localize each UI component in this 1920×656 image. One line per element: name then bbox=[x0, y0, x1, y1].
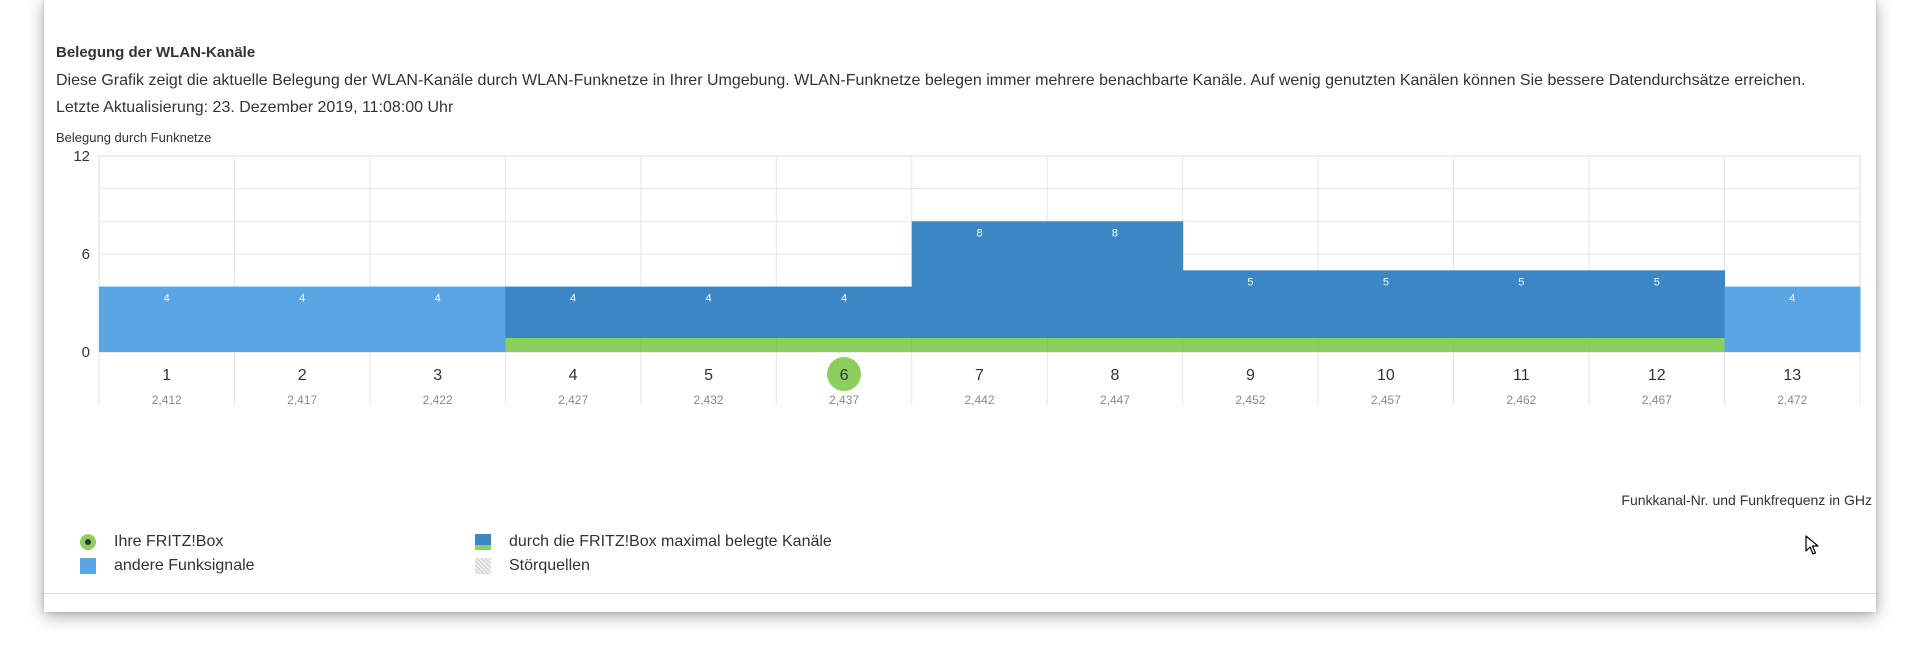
frequency-label: 2,447 bbox=[1100, 393, 1130, 407]
bar-channel-3 bbox=[369, 286, 506, 352]
frequency-label: 2,452 bbox=[1235, 393, 1265, 407]
frequency-label: 2,467 bbox=[1642, 393, 1672, 407]
legend-other: andere Funksignale bbox=[80, 557, 255, 575]
frequency-label: 2,432 bbox=[694, 393, 724, 407]
data-label: 4 bbox=[164, 293, 170, 305]
wlan-channel-panel: Belegung der WLAN-Kanäle Diese Grafik ze… bbox=[44, 0, 1876, 612]
frequency-label: 2,437 bbox=[829, 393, 859, 407]
legend-max-band-label: durch die FRITZ!Box maximal belegte Kanä… bbox=[509, 533, 832, 550]
legend-fritzbox-label: Ihre FRITZ!Box bbox=[114, 533, 224, 550]
data-label: 4 bbox=[570, 293, 576, 305]
x-tick-label: 6 bbox=[840, 367, 849, 384]
legend-interference: Störquellen bbox=[475, 557, 590, 575]
legend-max-band: durch die FRITZ!Box maximal belegte Kanä… bbox=[475, 533, 832, 551]
fritz-band-strip bbox=[505, 338, 642, 352]
y-tick-label: 6 bbox=[82, 246, 90, 263]
x-tick-label: 2 bbox=[298, 367, 307, 384]
bottom-divider bbox=[44, 593, 1876, 594]
frequency-label: 2,417 bbox=[287, 393, 317, 407]
frequency-label: 2,412 bbox=[152, 393, 182, 407]
y-tick-label: 0 bbox=[82, 344, 90, 361]
bar-channel-8 bbox=[1047, 221, 1184, 352]
y-tick-label: 12 bbox=[73, 148, 90, 165]
fritz-band-strip bbox=[911, 338, 1048, 352]
fritz-band-strip bbox=[1453, 338, 1590, 352]
data-label: 5 bbox=[1518, 276, 1524, 288]
data-label: 8 bbox=[976, 227, 982, 239]
bar-channel-13 bbox=[1724, 286, 1861, 352]
max-band-swatch-icon bbox=[475, 534, 491, 550]
x-tick-label: 11 bbox=[1513, 367, 1530, 384]
panel-title: Belegung der WLAN-Kanäle bbox=[56, 44, 256, 61]
data-label: 4 bbox=[299, 293, 305, 305]
data-label: 5 bbox=[1654, 276, 1660, 288]
mouse-cursor-icon bbox=[1805, 535, 1819, 555]
x-tick-label: 5 bbox=[704, 367, 713, 384]
frequency-label: 2,427 bbox=[558, 393, 588, 407]
data-label: 5 bbox=[1247, 276, 1253, 288]
data-label: 4 bbox=[435, 293, 441, 305]
x-tick-label: 12 bbox=[1648, 367, 1666, 384]
y-axis-label: Belegung durch Funknetze bbox=[56, 130, 212, 145]
x-tick-label: 3 bbox=[433, 367, 442, 384]
fritz-band-strip bbox=[640, 338, 777, 352]
data-label: 4 bbox=[1789, 293, 1795, 305]
legend-fritzbox: Ihre FRITZ!Box bbox=[80, 533, 223, 551]
fritz-band-strip bbox=[1318, 338, 1455, 352]
fritzbox-marker-icon bbox=[80, 534, 96, 550]
frequency-label: 2,462 bbox=[1506, 393, 1536, 407]
data-label: 4 bbox=[841, 293, 847, 305]
data-label: 8 bbox=[1112, 227, 1118, 239]
last-update-text: Letzte Aktualisierung: 23. Dezember 2019… bbox=[56, 99, 454, 116]
frequency-label: 2,457 bbox=[1371, 393, 1401, 407]
x-tick-label: 1 bbox=[162, 367, 171, 384]
other-signals-swatch-icon bbox=[80, 558, 96, 574]
interference-swatch-icon bbox=[475, 558, 491, 574]
fritz-band-strip bbox=[1047, 338, 1184, 352]
data-label: 5 bbox=[1383, 276, 1389, 288]
channel-chart: 0 6 12 4 1 2,412 4 2 2,417 4 3 2,422 4 4 2,427 4 5 2,432 4… bbox=[73, 148, 1861, 407]
fritz-band-strip bbox=[776, 338, 913, 352]
frequency-label: 2,472 bbox=[1777, 393, 1807, 407]
data-label: 4 bbox=[706, 293, 712, 305]
bar-channel-2 bbox=[234, 286, 371, 352]
x-tick-label: 10 bbox=[1377, 367, 1395, 384]
x-tick-label: 13 bbox=[1783, 367, 1801, 384]
x-tick-label: 4 bbox=[569, 367, 578, 384]
frequency-label: 2,422 bbox=[423, 393, 453, 407]
fritz-band-strip bbox=[1589, 338, 1726, 352]
legend-interference-label: Störquellen bbox=[509, 557, 590, 574]
x-axis-label: Funkkanal-Nr. und Funkfrequenz in GHz bbox=[1621, 492, 1872, 508]
bar-channel-1 bbox=[99, 286, 235, 352]
panel-description: Diese Grafik zeigt die aktuelle Belegung… bbox=[56, 72, 1806, 89]
x-tick-label: 8 bbox=[1111, 367, 1120, 384]
x-tick-label: 9 bbox=[1246, 367, 1255, 384]
fritz-band-strip bbox=[1182, 338, 1319, 352]
bar-channel-7 bbox=[911, 221, 1048, 352]
legend-other-label: andere Funksignale bbox=[114, 557, 255, 574]
x-tick-label: 7 bbox=[975, 367, 984, 384]
fritzbox-channel-marker bbox=[827, 357, 862, 391]
frequency-label: 2,442 bbox=[964, 393, 994, 407]
